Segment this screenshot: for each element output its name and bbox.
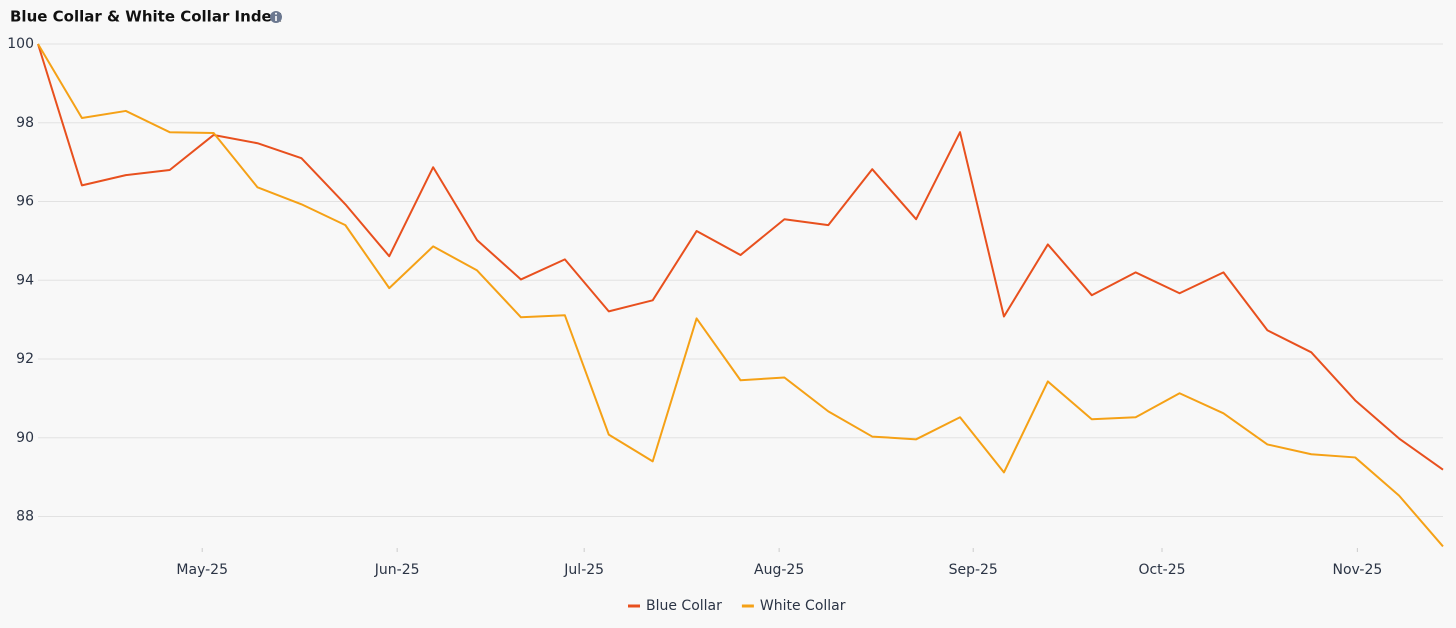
series-line	[37, 43, 1444, 548]
x-tick-label: Sep-25	[949, 562, 998, 578]
y-tick-label: 98	[16, 115, 34, 131]
y-tick-label: 96	[16, 194, 34, 210]
chart-title: Blue Collar & White Collar Index	[10, 8, 282, 26]
info-icon[interactable]	[270, 11, 282, 23]
x-tick-label: May-25	[176, 562, 228, 578]
y-tick-label: 94	[16, 272, 34, 288]
legend-label: Blue Collar	[646, 598, 722, 614]
series-line	[37, 43, 1444, 471]
y-tick-label: 92	[16, 351, 34, 367]
legend-label: White Collar	[760, 598, 846, 614]
x-tick-label: Nov-25	[1332, 562, 1382, 578]
x-tick-label: Jul-25	[563, 562, 604, 578]
x-tick-label: Aug-25	[754, 562, 804, 578]
x-tick-label: Oct-25	[1138, 562, 1185, 578]
y-tick-label: 88	[16, 509, 34, 525]
x-tick-label: Jun-25	[374, 562, 420, 578]
y-tick-label: 90	[16, 430, 34, 446]
y-tick-label: 100	[7, 36, 34, 52]
